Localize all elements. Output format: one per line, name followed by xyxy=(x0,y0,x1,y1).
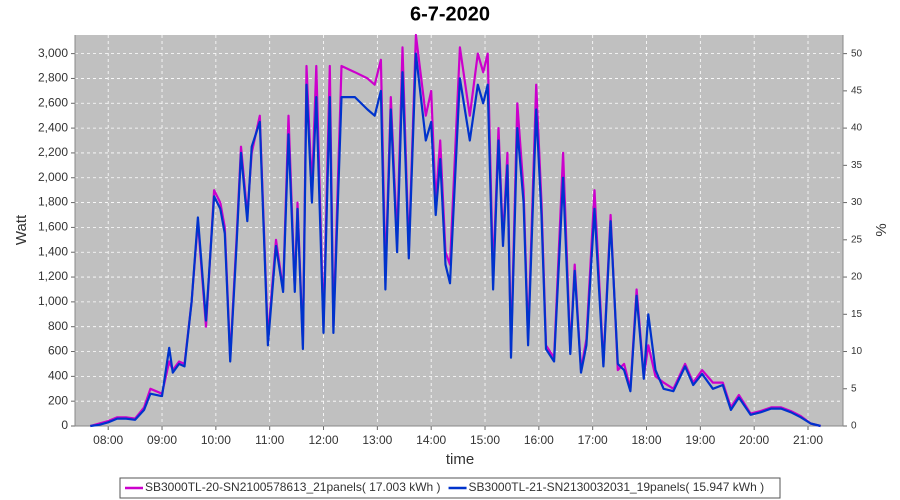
y2-tick-label: 30 xyxy=(851,197,863,208)
x-tick-label: 09:00 xyxy=(147,433,177,447)
chart-title: 6-7-2020 xyxy=(410,3,490,25)
y-tick-label: 2,800 xyxy=(38,71,68,85)
y-axis-label: Watt xyxy=(13,214,30,245)
y2-axis-label: % xyxy=(873,223,890,236)
y2-tick-label: 10 xyxy=(851,346,863,357)
y-tick-label: 2,400 xyxy=(38,120,68,134)
y2-tick-label: 40 xyxy=(851,123,863,134)
y-tick-label: 2,000 xyxy=(38,170,68,184)
x-tick-label: 13:00 xyxy=(362,433,392,447)
y-tick-label: 1,400 xyxy=(38,244,68,258)
y2-tick-label: 5 xyxy=(851,383,857,394)
x-tick-label: 19:00 xyxy=(685,433,715,447)
x-tick-label: 08:00 xyxy=(93,433,123,447)
x-axis-label: time xyxy=(446,451,474,468)
x-tick-label: 15:00 xyxy=(470,433,500,447)
x-tick-label: 10:00 xyxy=(201,433,231,447)
x-tick-label: 20:00 xyxy=(739,433,769,447)
y-tick-label: 800 xyxy=(48,319,68,333)
y2-tick-label: 20 xyxy=(851,272,863,283)
x-tick-label: 12:00 xyxy=(309,433,339,447)
y-tick-label: 1,600 xyxy=(38,220,68,234)
y2-tick-label: 25 xyxy=(851,234,863,245)
legend-label: SB3000TL-21-SN2130032031_19panels( 15.94… xyxy=(469,480,765,494)
y-tick-label: 400 xyxy=(48,369,68,383)
y2-tick-label: 50 xyxy=(851,48,863,59)
y-tick-label: 1,200 xyxy=(38,269,68,283)
series-line xyxy=(90,33,821,428)
y-tick-label: 3,000 xyxy=(38,46,68,60)
y-tick-label: 600 xyxy=(48,344,68,358)
y2-tick-label: 35 xyxy=(851,160,863,171)
y-tick-label: 1,800 xyxy=(38,195,68,209)
x-tick-label: 17:00 xyxy=(578,433,608,447)
series-line xyxy=(90,52,821,428)
y-tick-label: 2,200 xyxy=(38,145,68,159)
y2-tick-label: 15 xyxy=(851,309,863,320)
legend-label: SB3000TL-20-SN2100578613_21panels( 17.00… xyxy=(145,480,441,494)
x-tick-label: 18:00 xyxy=(631,433,661,447)
x-tick-label: 11:00 xyxy=(255,433,284,447)
y-tick-label: 0 xyxy=(61,418,68,432)
x-tick-label: 16:00 xyxy=(524,433,554,447)
y-tick-label: 2,600 xyxy=(38,95,68,109)
x-tick-label: 14:00 xyxy=(416,433,446,447)
x-tick-label: 21:00 xyxy=(793,433,823,447)
y2-tick-label: 45 xyxy=(851,85,863,96)
y-tick-label: 200 xyxy=(48,393,68,407)
y2-tick-label: 0 xyxy=(851,421,857,432)
y-tick-label: 1,000 xyxy=(38,294,68,308)
